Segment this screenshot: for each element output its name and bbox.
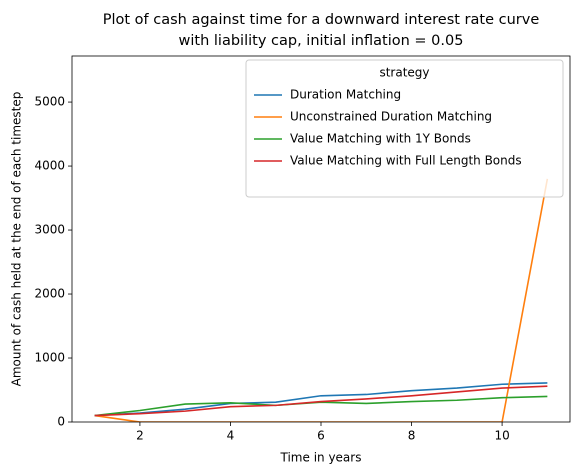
x-tick-label: 6 xyxy=(317,429,325,443)
series-line xyxy=(94,385,548,417)
y-tick-label: 2000 xyxy=(34,287,65,301)
x-axis-label: Time in years xyxy=(280,451,362,465)
y-tick-label: 4000 xyxy=(34,159,65,173)
legend-label: Duration Matching xyxy=(290,88,401,102)
legend-title: strategy xyxy=(379,66,429,80)
chart-title: Plot of cash against time for a downward… xyxy=(103,12,540,28)
y-tick-label: 3000 xyxy=(34,223,65,237)
y-tick-label: 5000 xyxy=(34,95,65,109)
x-tick-label: 2 xyxy=(136,429,144,443)
legend-label: Value Matching with 1Y Bonds xyxy=(290,132,471,146)
y-tick-label: 1000 xyxy=(34,351,65,365)
series-line xyxy=(94,382,548,417)
x-tick-label: 4 xyxy=(227,429,235,443)
x-tick-label: 10 xyxy=(494,429,509,443)
legend-box xyxy=(245,59,564,198)
legend-label: Unconstrained Duration Matching xyxy=(290,110,492,124)
chart-title: with liability cap, initial inflation = … xyxy=(179,33,464,49)
plot-frame xyxy=(71,55,571,423)
y-axis-label: Amount of cash held at the end of each t… xyxy=(10,92,24,387)
legend-label: Value Matching with Full Length Bonds xyxy=(290,154,522,168)
x-tick-label: 8 xyxy=(408,429,416,443)
y-tick-label: 0 xyxy=(57,415,65,429)
